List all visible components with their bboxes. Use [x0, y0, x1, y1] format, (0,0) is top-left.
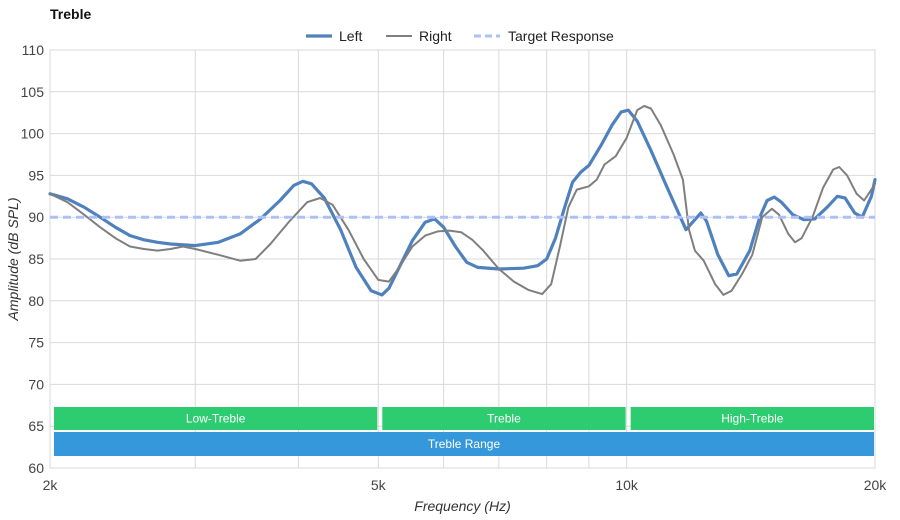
legend-label-target-response: Target Response	[508, 28, 614, 44]
series-line-left	[48, 108, 877, 297]
y-axis-title: Amplitude (dB SPL)	[5, 198, 21, 322]
y-tick-label: 100	[21, 126, 45, 142]
y-tick-label: 110	[22, 42, 45, 58]
legend-label-right: Right	[419, 28, 452, 44]
band-label-high-treble: High-Treble	[721, 412, 784, 426]
series-line-right	[49, 105, 876, 296]
x-tick-label: 10k	[615, 477, 639, 493]
y-tick-label: 90	[28, 209, 44, 225]
band-high-treble	[630, 407, 874, 430]
x-tick-label: 5k	[371, 477, 387, 493]
band-treble-range	[54, 432, 874, 456]
band-label-treble-range: Treble Range	[428, 437, 501, 451]
band-label-low-treble: Low-Treble	[186, 412, 246, 426]
y-tick-label: 80	[28, 293, 44, 309]
x-tick-label: 2k	[43, 477, 59, 493]
legend-label-left: Left	[339, 28, 362, 44]
band-low-treble	[54, 407, 378, 430]
band-treble	[382, 407, 626, 430]
chart-title: Treble	[50, 6, 91, 22]
y-tick-label: 75	[28, 335, 44, 351]
y-tick-label: 65	[28, 418, 44, 434]
band-label-treble: Treble	[487, 412, 521, 426]
x-axis-title: Frequency (Hz)	[414, 498, 510, 514]
y-tick-label: 85	[28, 251, 44, 267]
x-tick-label: 20k	[864, 477, 888, 493]
y-tick-label: 105	[21, 84, 45, 100]
y-tick-label: 70	[28, 376, 44, 392]
y-tick-label: 60	[28, 460, 44, 476]
y-tick-label: 95	[28, 167, 44, 183]
